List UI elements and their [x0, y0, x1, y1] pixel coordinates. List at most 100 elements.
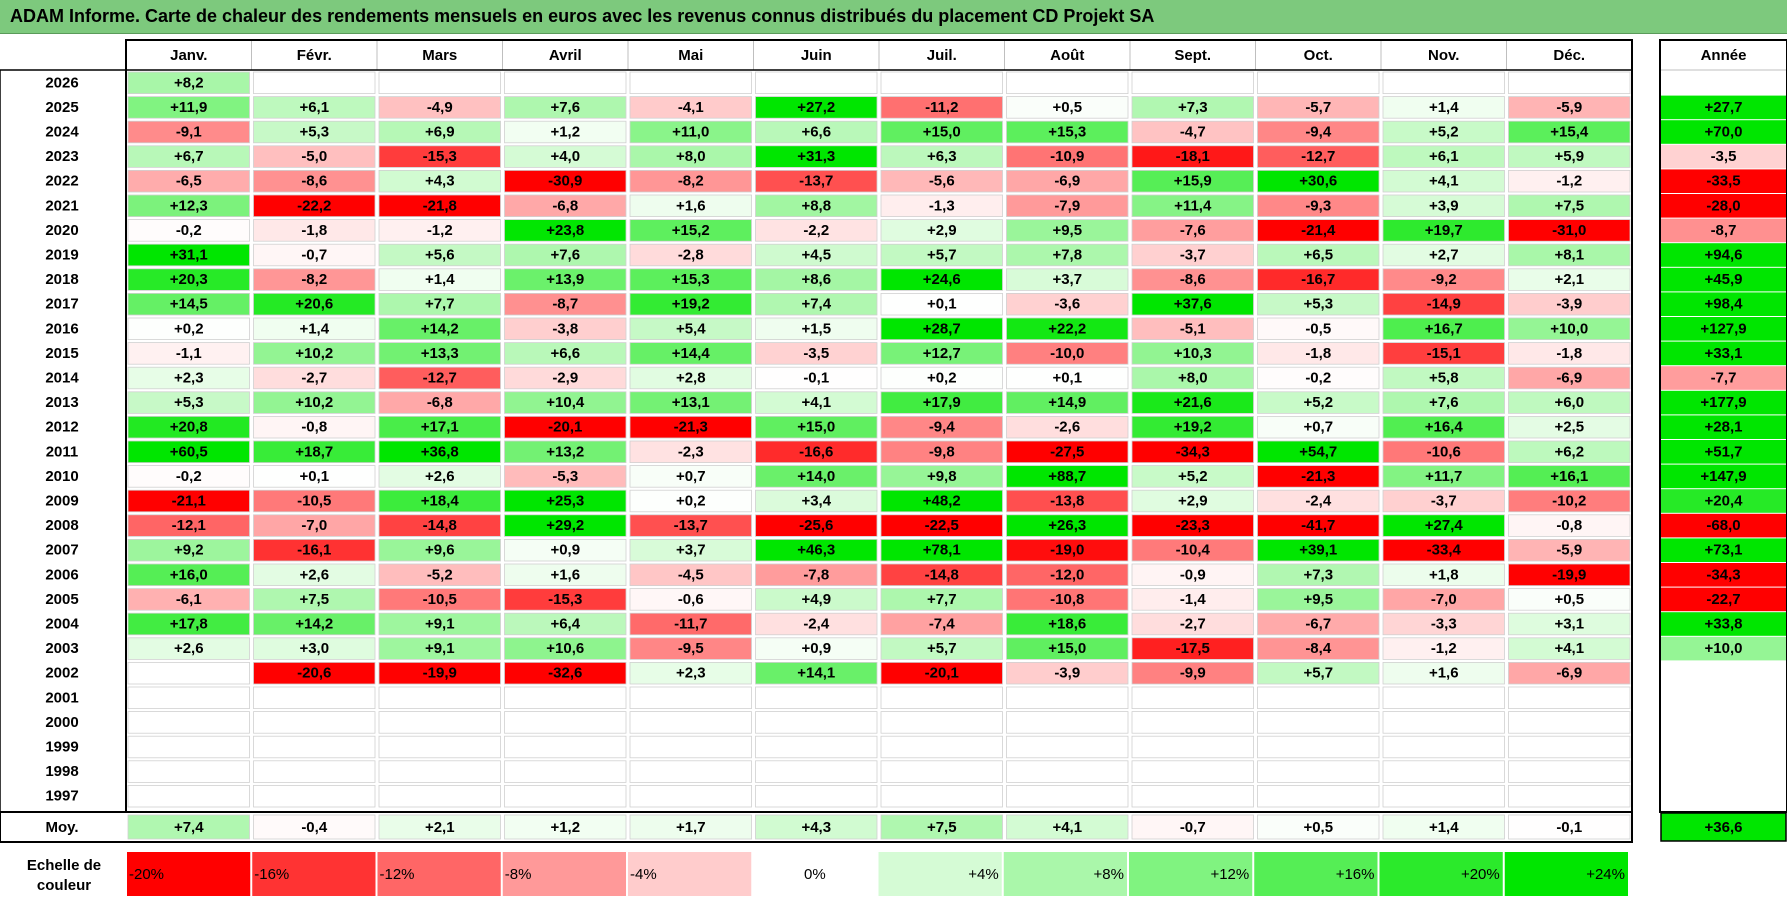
heatmap-cell — [253, 612, 376, 636]
heatmap-cell — [1508, 489, 1631, 513]
heatmap-cell — [1006, 711, 1129, 734]
month-header-cell — [1129, 39, 1256, 71]
scale-label: +8% — [1094, 866, 1124, 883]
heatmap-cell — [127, 514, 250, 537]
cell-value: +7,3 — [1303, 566, 1333, 583]
cell-value: -2,6 — [1054, 419, 1080, 436]
heatmap-cell — [1257, 219, 1380, 242]
heatmap-cell — [880, 637, 1003, 660]
cell-value: -10,5 — [297, 492, 331, 509]
heatmap-cell — [378, 71, 501, 95]
annual-value: +94,6 — [1705, 246, 1743, 263]
cell-value: +4,1 — [1429, 173, 1459, 190]
heatmap-cell — [1257, 145, 1380, 168]
cell-value: -1,8 — [301, 222, 327, 239]
cell-value: +16,1 — [1550, 468, 1588, 485]
heatmap-cell — [1257, 440, 1380, 464]
cell-value: +4,5 — [801, 246, 831, 263]
heatmap-cell — [253, 588, 376, 611]
cell-value: +7,5 — [299, 591, 329, 608]
cell-value: +15,3 — [1048, 123, 1086, 140]
cell-value: +2,6 — [174, 640, 204, 657]
year-label: 2008 — [45, 517, 78, 534]
heatmap-cell — [1006, 612, 1129, 636]
cell-value: -7,4 — [929, 615, 956, 632]
heatmap-cell — [378, 465, 501, 488]
heatmap-cell — [1131, 465, 1254, 488]
average-value: -0,4 — [301, 819, 328, 836]
cell-value: +18,7 — [295, 443, 333, 460]
year-label: 1998 — [45, 763, 78, 780]
cell-value: +15,0 — [797, 419, 835, 436]
cell-value: +0,2 — [174, 320, 204, 337]
heatmap-cell — [1382, 243, 1505, 267]
heatmap-cell — [1257, 588, 1380, 611]
cell-value: +8,0 — [676, 148, 706, 165]
heatmap-cell — [378, 637, 501, 660]
heatmap-cell — [880, 415, 1003, 439]
heatmap-cell — [378, 735, 501, 759]
cell-value: -11,2 — [925, 99, 958, 116]
cell-value: +20,6 — [295, 296, 333, 313]
heatmap-cell — [1131, 120, 1254, 144]
annual-cell — [1661, 292, 1786, 316]
heatmap-cell — [755, 391, 878, 414]
cell-value: -12,7 — [1301, 148, 1335, 165]
cell-value: -13,8 — [1050, 492, 1084, 509]
cell-value: -5,9 — [1556, 99, 1582, 116]
annual-value: -33,5 — [1706, 173, 1740, 190]
cell-value: -8,7 — [552, 296, 578, 313]
year-label: 2023 — [45, 148, 78, 165]
annual-value: +127,9 — [1700, 320, 1746, 337]
heatmap-cell — [755, 145, 878, 168]
year-label: 2006 — [45, 566, 78, 583]
heatmap-cell — [127, 342, 250, 365]
heatmap-cell — [504, 539, 627, 562]
heatmap-cell — [378, 563, 501, 587]
cell-value: +39,1 — [1299, 542, 1337, 559]
cell-value: -2,9 — [552, 369, 578, 386]
cell-value: +5,8 — [1429, 369, 1459, 386]
heatmap-cell — [1257, 612, 1380, 636]
heatmap-cell — [1006, 366, 1129, 390]
average-cell — [1006, 814, 1129, 840]
heatmap-cell — [1257, 514, 1380, 537]
annual-cell — [1661, 612, 1786, 636]
cell-value: -6,1 — [176, 591, 202, 608]
cell-value: +10,0 — [1550, 320, 1588, 337]
heatmap-cell — [1257, 169, 1380, 193]
average-value: +0,5 — [1303, 819, 1333, 836]
title-bar: ADAM Informe. Carte de chaleur des rende… — [0, 0, 1787, 34]
heatmap-cell — [1131, 391, 1254, 414]
cell-value: +10,2 — [295, 394, 333, 411]
heatmap-cell — [504, 465, 627, 488]
scale-label: +24% — [1586, 866, 1625, 883]
heatmap-cell — [504, 71, 627, 95]
heatmap-cell — [253, 71, 376, 95]
heatmap-cell — [1382, 686, 1505, 710]
cell-value: +6,5 — [1303, 246, 1333, 263]
heatmap-cell — [1382, 96, 1505, 119]
annual-cell — [1661, 513, 1786, 538]
cell-value: -32,6 — [548, 665, 582, 682]
cell-value: -1,2 — [1431, 640, 1457, 657]
heatmap-cell — [1257, 292, 1380, 316]
cell-value: +6,1 — [299, 99, 329, 116]
heatmap-cell — [1257, 785, 1380, 808]
heatmap-cell — [1382, 391, 1505, 414]
heatmap-cell — [755, 662, 878, 685]
cell-value: +1,4 — [299, 320, 329, 337]
heatmap-cell — [880, 96, 1003, 119]
heatmap-cell — [1508, 711, 1631, 734]
average-value: -0,1 — [1556, 819, 1582, 836]
month-header-2: Mars — [422, 47, 457, 64]
heatmap-cell — [880, 243, 1003, 267]
heatmap-cell — [1131, 169, 1254, 193]
cell-value: +3,0 — [299, 640, 329, 657]
heatmap-cell — [127, 612, 250, 636]
cell-value: -9,3 — [1305, 197, 1331, 214]
heatmap-cell — [755, 465, 878, 488]
heatmap-cell — [1508, 612, 1631, 636]
heatmap-cell — [1508, 243, 1631, 267]
year-label: 2013 — [45, 394, 78, 411]
